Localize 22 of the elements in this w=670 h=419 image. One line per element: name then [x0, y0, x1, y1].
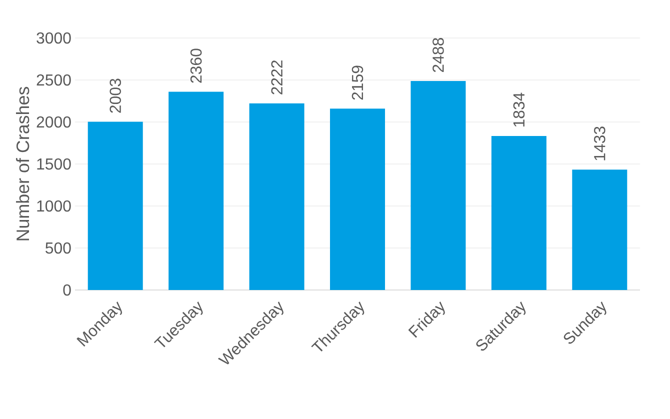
data-label: 2159 — [352, 66, 364, 100]
y-tick-label: 2000 — [36, 116, 71, 128]
y-tick-label: 3000 — [36, 32, 71, 44]
data-label: 1834 — [513, 92, 525, 127]
bar — [572, 170, 628, 290]
y-tick-label: 2500 — [36, 74, 71, 86]
data-label: 2222 — [271, 60, 282, 94]
data-label: 1433 — [594, 126, 606, 160]
bar — [249, 103, 304, 290]
bar — [410, 81, 466, 290]
bar — [491, 136, 546, 290]
data-label: 2488 — [432, 38, 444, 72]
data-label: 2360 — [190, 48, 202, 83]
y-tick-label: 1000 — [37, 200, 71, 212]
y-tick-label: 500 — [46, 242, 71, 254]
data-label: 2003 — [110, 78, 121, 113]
y-tick-label: 1500 — [37, 158, 71, 170]
bar — [168, 92, 224, 290]
y-tick-label: 0 — [63, 284, 71, 296]
bar — [330, 108, 386, 290]
y-axis-title: Number of Crashes — [16, 86, 30, 240]
bar — [88, 122, 143, 290]
